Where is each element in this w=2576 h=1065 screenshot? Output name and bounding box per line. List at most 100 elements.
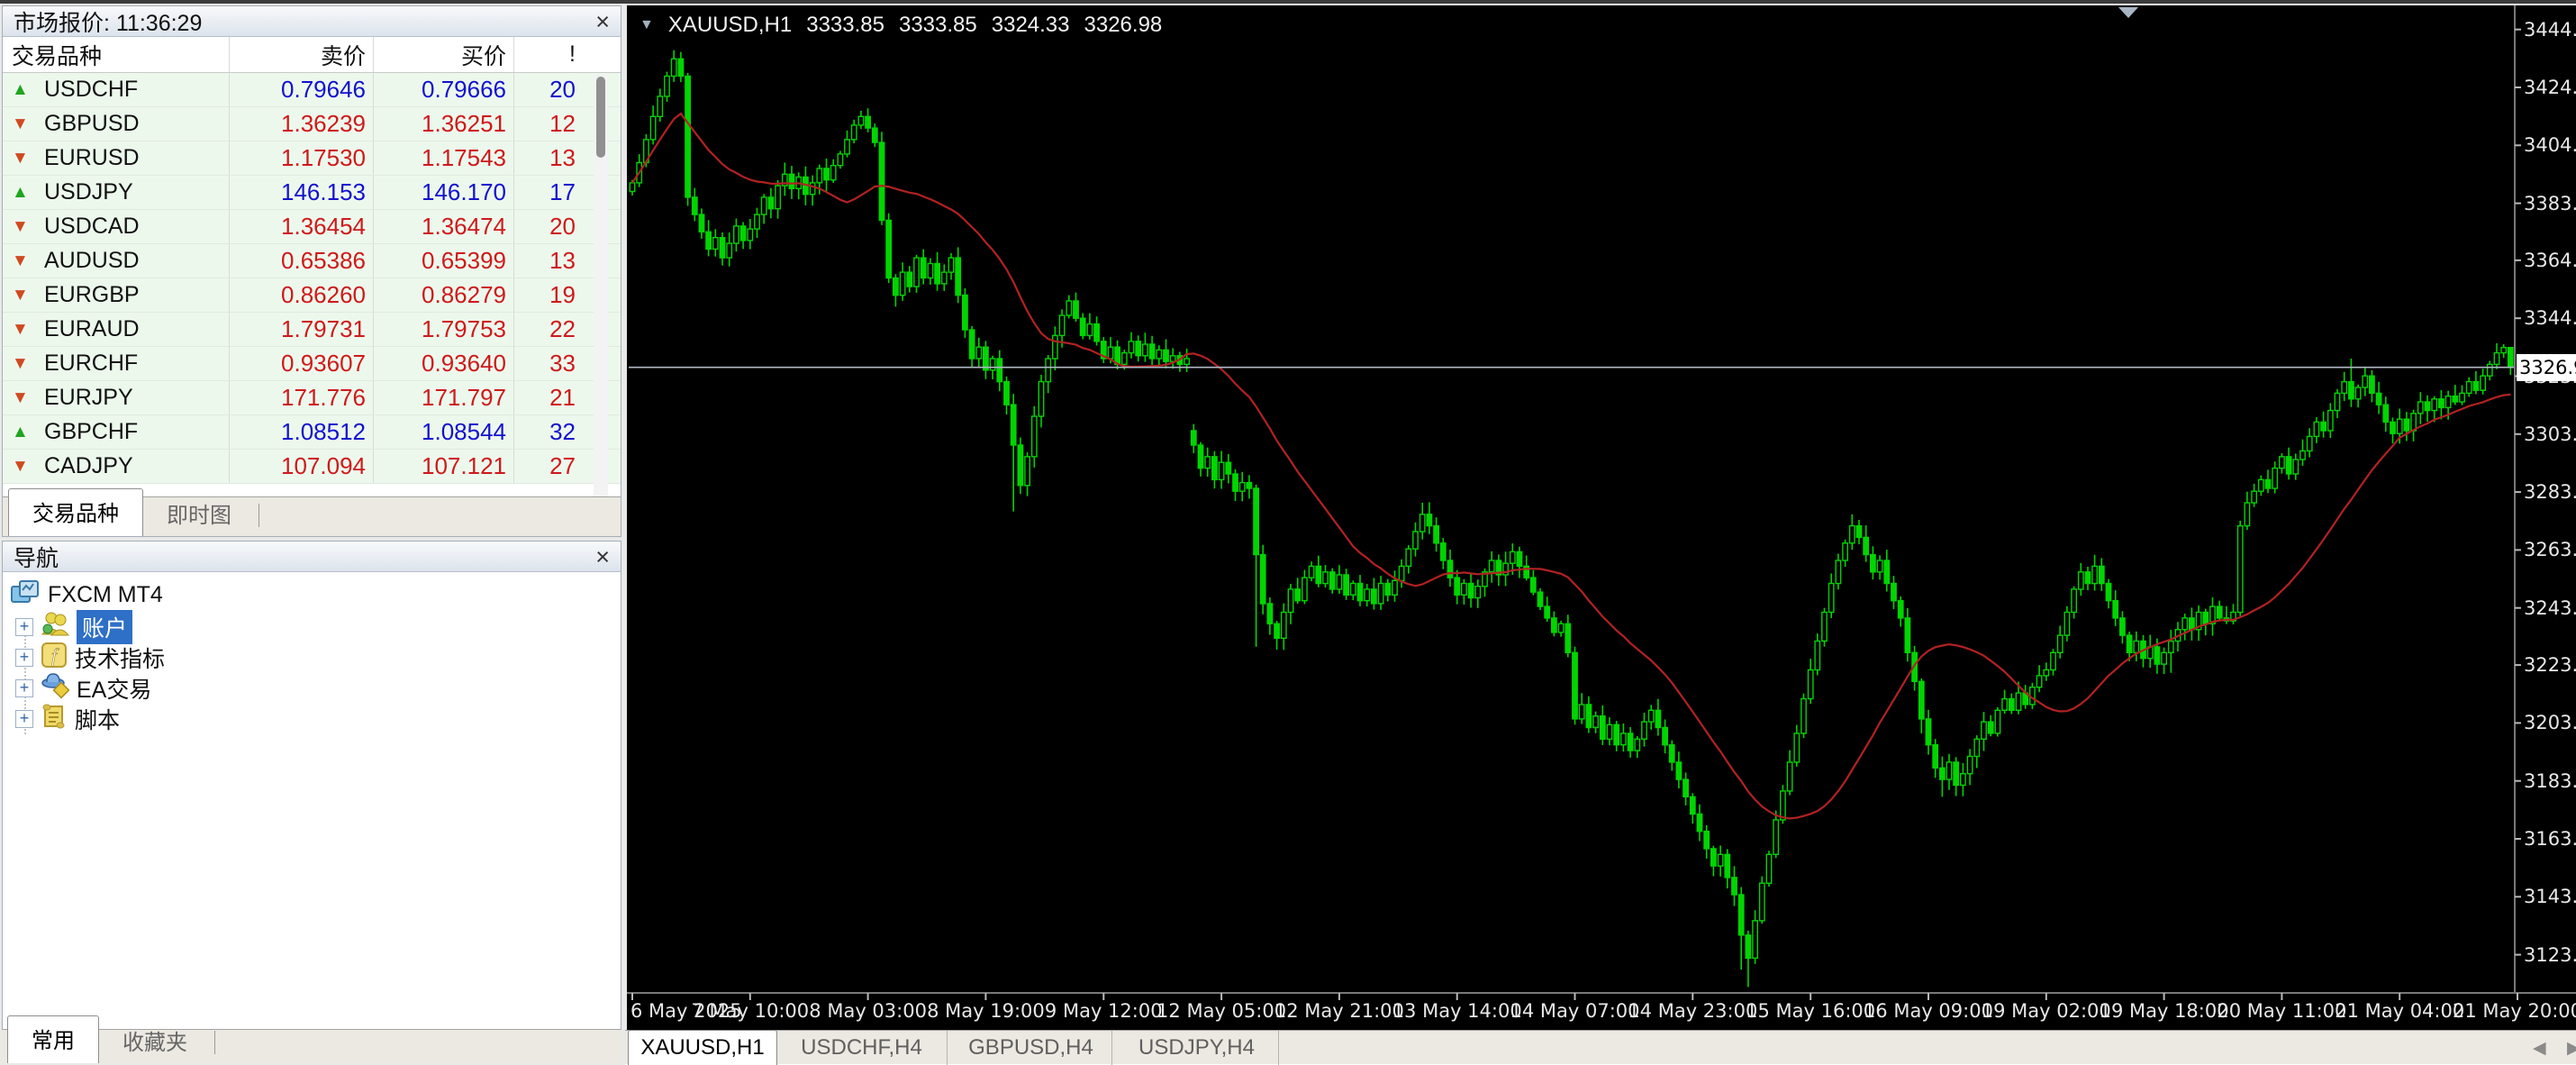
- ask-cell: 1.79753: [374, 313, 514, 346]
- spread-cell: 13: [549, 247, 576, 274]
- expand-plus-icon[interactable]: +: [15, 710, 33, 728]
- bid-cell: 1.17530: [230, 141, 374, 175]
- table-row[interactable]: ▼ EURCHF 0.93607 0.93640 33: [3, 347, 621, 381]
- market-watch-scrollbar[interactable]: [594, 75, 608, 496]
- tree-item-label: EA交易: [77, 678, 152, 703]
- bid-cell: 1.36239: [230, 107, 374, 141]
- symbol-name: USDJPY: [44, 179, 133, 205]
- time-axis-label: 21 May 04:00: [2335, 1000, 2465, 1022]
- scrollbar-thumb[interactable]: [596, 77, 605, 158]
- spread-cell: 27: [549, 452, 576, 479]
- price-axis-label: 3404.00: [2524, 134, 2576, 157]
- tab-navigator-active[interactable]: 常用: [7, 1015, 99, 1063]
- arrow-down-icon: ▼: [12, 353, 29, 373]
- spread-cell: 20: [549, 76, 576, 103]
- close-icon[interactable]: ×: [595, 542, 610, 570]
- tab-divider: [214, 1031, 215, 1054]
- table-row[interactable]: ▼ CADJPY 107.094 107.121 27: [3, 450, 621, 484]
- table-row[interactable]: ▼ USDCAD 1.36454 1.36474 20: [3, 210, 621, 244]
- table-row[interactable]: ▼ EURUSD 1.17530 1.17543 13: [3, 141, 621, 176]
- chart-tab-xauusd-h1[interactable]: XAUUSD,H1: [628, 1030, 777, 1065]
- table-row[interactable]: ▲ USDJPY 146.153 146.170 17: [3, 176, 621, 210]
- tree-item-experts[interactable]: + EA交易: [15, 672, 152, 705]
- expand-plus-icon[interactable]: +: [15, 649, 33, 667]
- tab-market-watch-inactive[interactable]: 即时图: [167, 504, 231, 528]
- tree-root-label: FXCM MT4: [48, 581, 163, 607]
- spread-cell: 21: [549, 384, 576, 411]
- tree-item-accounts[interactable]: + 账户: [15, 610, 133, 644]
- table-row[interactable]: ▼ EURAUD 1.79731 1.79753 22: [3, 313, 621, 347]
- chart-tab-gbpusd-h4[interactable]: GBPUSD,H4: [950, 1031, 1112, 1065]
- svg-text:f: f: [51, 644, 59, 667]
- spread-cell: 17: [549, 178, 576, 205]
- expand-plus-icon[interactable]: +: [15, 618, 33, 636]
- tab-scroll-left-icon[interactable]: ◀: [2533, 1039, 2546, 1058]
- market-watch-titlebar[interactable]: 市场报价: 11:36:29 ×: [3, 6, 621, 37]
- price-axis-label: 3303.80: [2524, 423, 2576, 445]
- ask-cell: 146.170: [374, 176, 514, 209]
- table-row[interactable]: ▼ EURGBP 0.86260 0.86279 19: [3, 278, 621, 313]
- column-header: !: [569, 41, 576, 67]
- candlestick-chart[interactable]: [627, 5, 2576, 1032]
- tree-item-indicators[interactable]: + f 技术指标: [15, 642, 165, 673]
- chart-window[interactable]: ▼ XAUUSD,H1 3333.85 3333.85 3324.33 3326…: [627, 4, 2576, 1032]
- symbol-cell: ▲ GBPCHF: [3, 415, 230, 449]
- close-icon[interactable]: ×: [595, 7, 610, 35]
- bid-cell: 1.79731: [230, 313, 374, 346]
- spread-cell: 12: [549, 110, 576, 137]
- chart-tab-usdjpy-h4[interactable]: USDJPY,H4: [1115, 1031, 1279, 1065]
- table-row[interactable]: ▲ GBPCHF 1.08512 1.08544 32: [3, 415, 621, 450]
- price-axis-label: 3183.50: [2524, 769, 2576, 792]
- arrow-down-icon: ▼: [12, 114, 29, 133]
- price-axis-label: 3243.50: [2524, 596, 2576, 619]
- symbol-cell: ▼ EURCHF: [3, 347, 230, 380]
- time-axis-label: 14 May 07:00: [1510, 1000, 1640, 1022]
- tree-root-fxcm-mt4[interactable]: FXCM MT4: [10, 579, 163, 610]
- symbol-cell: ▼ EURUSD: [3, 141, 230, 175]
- symbol-cell: ▼ EURJPY: [3, 381, 230, 414]
- bid-cell: 171.776: [230, 381, 374, 414]
- chart-close-value: 3326.98: [1084, 13, 1163, 37]
- symbol-name: USDCAD: [44, 214, 140, 239]
- time-axis-label: 19 May 18:00: [2099, 1000, 2229, 1022]
- table-row[interactable]: ▼ EURJPY 171.776 171.797 21: [3, 381, 621, 415]
- bid-cell: 146.153: [230, 176, 374, 209]
- left-bottom-tabbar: 常用 收藏夹: [2, 1015, 621, 1063]
- current-price-label: 3326.98: [2517, 353, 2576, 381]
- chart-header: ▼ XAUUSD,H1 3333.85 3333.85 3324.33 3326…: [639, 13, 1176, 38]
- spread-cell: 32: [549, 418, 576, 445]
- scripts-icon: [41, 703, 68, 736]
- time-axis-label: 12 May 21:00: [1274, 1000, 1404, 1022]
- tab-scroll-right-icon[interactable]: ▶: [2567, 1039, 2576, 1058]
- chart-high-value: 3333.85: [898, 13, 977, 37]
- column-header: 买价: [374, 37, 514, 72]
- chevron-down-icon[interactable]: ▼: [639, 17, 654, 32]
- symbol-cell: ▲ USDJPY: [3, 176, 230, 209]
- arrow-up-icon: ▲: [12, 79, 29, 99]
- tree-item-scripts[interactable]: + 脚本: [15, 704, 120, 734]
- market-watch-header: 交易品种 卖价 买价!: [3, 37, 621, 73]
- experts-icon: [41, 672, 70, 705]
- time-axis-label: 7 May 10:00: [691, 1000, 810, 1022]
- price-axis-label: 3283.70: [2524, 481, 2576, 504]
- tab-navigator-inactive[interactable]: 收藏夹: [122, 1031, 187, 1055]
- expand-plus-icon[interactable]: +: [15, 679, 33, 697]
- time-axis-label: 21 May 20:00: [2453, 1000, 2576, 1022]
- terminal-icon: [10, 578, 41, 612]
- tab-market-watch-active[interactable]: 交易品种: [8, 488, 143, 536]
- table-row[interactable]: ▼ GBPUSD 1.36239 1.36251 12: [3, 107, 621, 141]
- time-axis-label: 19 May 02:00: [1981, 1000, 2111, 1022]
- navigator-title: 导航: [14, 545, 59, 571]
- navigator-titlebar[interactable]: 导航 ×: [3, 542, 621, 572]
- arrow-down-icon: ▼: [12, 216, 29, 236]
- price-axis-label: 3143.30: [2524, 886, 2576, 908]
- chart-tab-usdchf-h4[interactable]: USDCHF,H4: [776, 1031, 948, 1065]
- bid-cell: 0.93607: [230, 347, 374, 380]
- table-row[interactable]: ▲ USDCHF 0.79646 0.79666 20: [3, 73, 621, 107]
- symbol-name: CADJPY: [44, 453, 133, 478]
- bid-cell: 1.08512: [230, 415, 374, 449]
- chart-shift-marker-icon[interactable]: [2118, 7, 2138, 18]
- chart-symbol-timeframe: XAUUSD,H1: [667, 13, 793, 37]
- column-header: 交易品种: [3, 37, 230, 72]
- table-row[interactable]: ▼ AUDUSD 0.65386 0.65399 13: [3, 244, 621, 278]
